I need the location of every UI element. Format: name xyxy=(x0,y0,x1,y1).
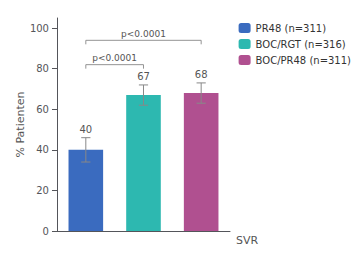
svg-text:BOC/RGT (n=316): BOC/RGT (n=316) xyxy=(256,39,346,50)
svg-text:80: 80 xyxy=(36,63,49,74)
svg-text:68: 68 xyxy=(195,69,208,80)
svg-text:60: 60 xyxy=(36,104,49,115)
svg-text:40: 40 xyxy=(79,124,92,135)
svg-text:67: 67 xyxy=(137,71,150,82)
svg-text:20: 20 xyxy=(36,185,49,196)
svg-text:p<0.0001: p<0.0001 xyxy=(92,53,137,63)
svg-text:PR48 (n=311): PR48 (n=311) xyxy=(256,23,327,34)
svg-text:BOC/PR48 (n=311): BOC/PR48 (n=311) xyxy=(256,55,351,66)
svg-text:% Patienten: % Patienten xyxy=(14,91,27,157)
svg-text:0: 0 xyxy=(43,226,49,237)
svg-text:SVR: SVR xyxy=(236,234,259,247)
svg-text:100: 100 xyxy=(30,23,49,34)
svg-text:40: 40 xyxy=(36,144,49,155)
svg-text:p<0.0001: p<0.0001 xyxy=(121,29,166,39)
